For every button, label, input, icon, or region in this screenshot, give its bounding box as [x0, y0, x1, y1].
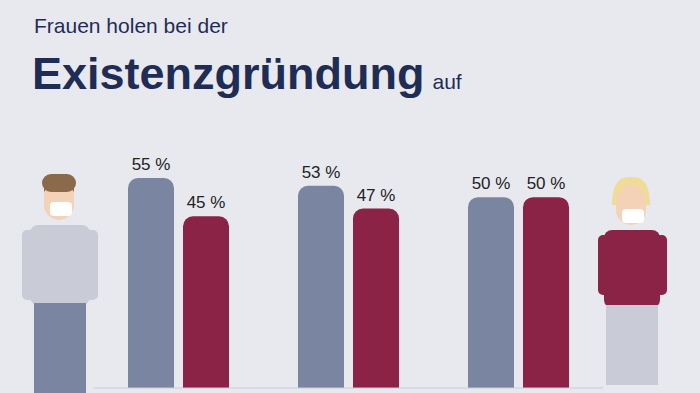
svg-text:55 %: 55 %: [132, 155, 171, 174]
svg-text:53 %: 53 %: [302, 163, 341, 182]
html-text:Frauen holen bei der: Frauen holen bei der: [34, 14, 228, 37]
html-text:auf: auf: [432, 70, 462, 93]
svg-text:50 %: 50 %: [472, 174, 511, 193]
svg-text:45 %: 45 %: [187, 193, 226, 212]
svg-text:50 %: 50 %: [527, 174, 566, 193]
html-text:Existenzgründung: Existenzgründung: [32, 48, 425, 99]
svg-text:47 %: 47 %: [357, 186, 396, 205]
